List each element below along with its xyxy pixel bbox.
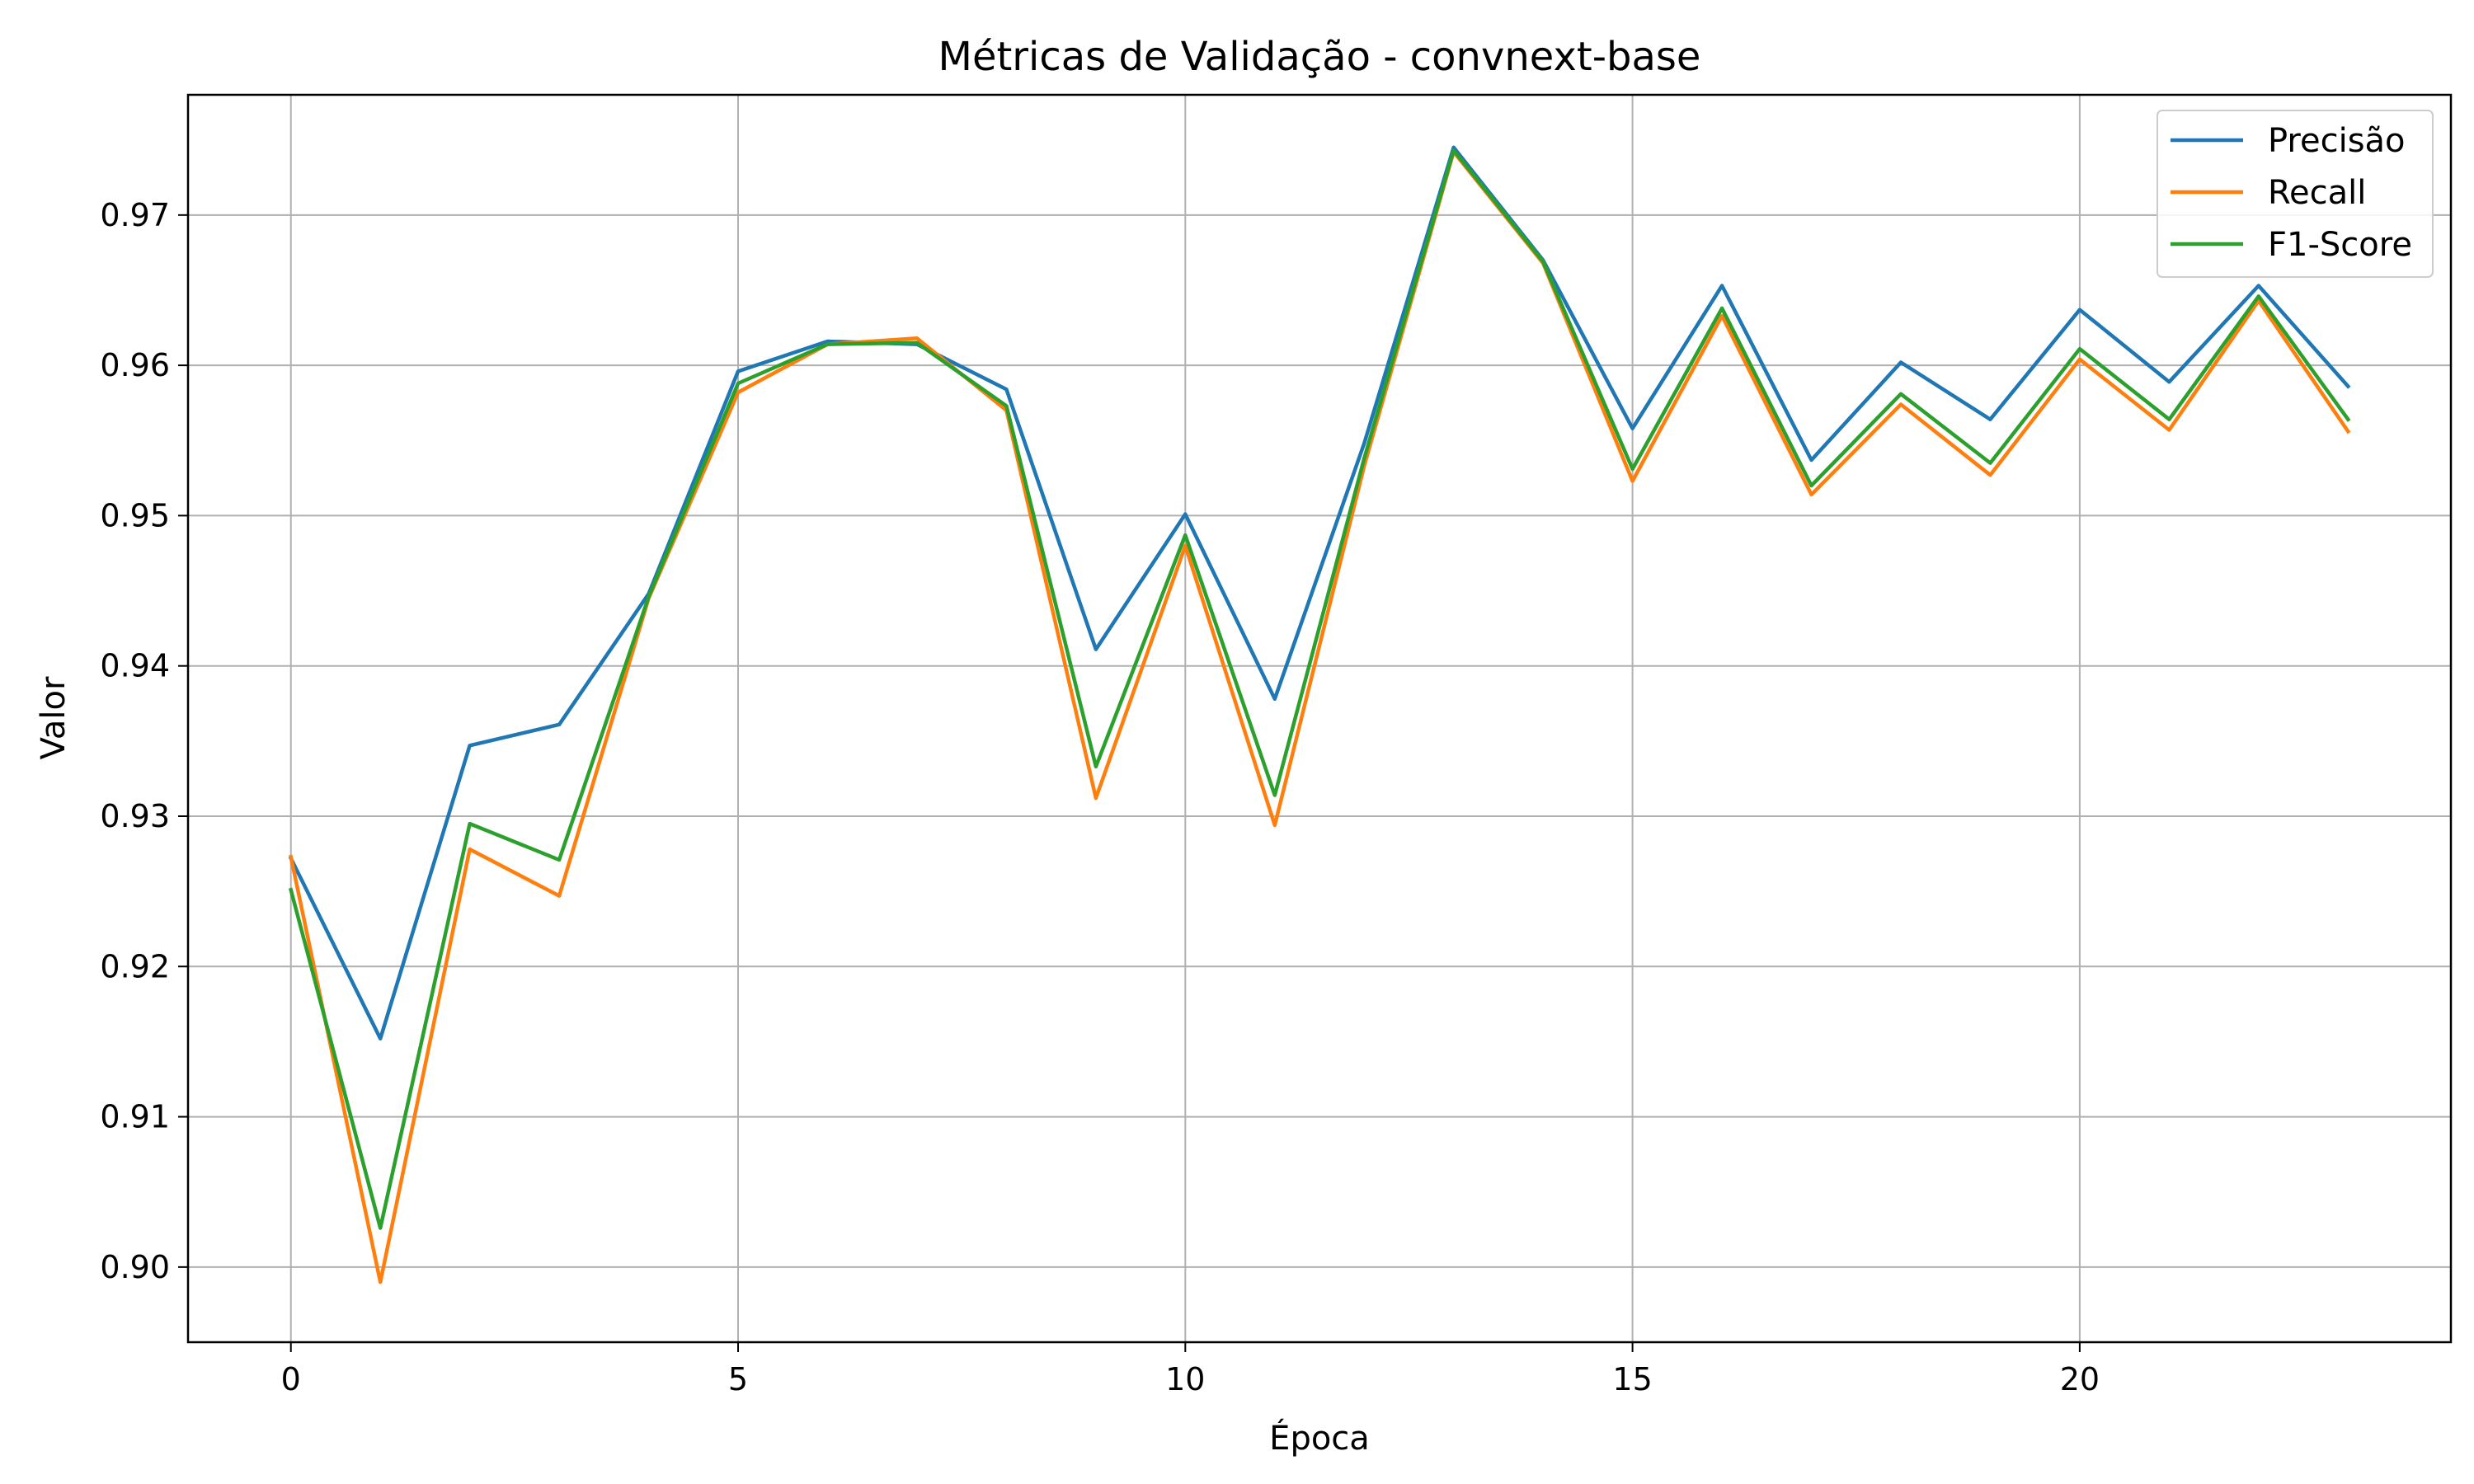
y-tick-label: 0.91 [100,1099,170,1135]
legend-entries: Precisão Recall F1-Score [2171,122,2412,264]
series-line-0 [288,145,2351,1041]
x-tick-label: 15 [1612,1361,1652,1397]
legend-label: Recall [2268,174,2366,212]
y-tick-label: 0.93 [100,798,170,834]
x-tick-label: 10 [1165,1361,1205,1397]
y-tick-label: 0.94 [100,648,170,684]
grid [188,95,2451,1342]
chart-title: Métricas de Validação - convnext-base [938,34,1701,80]
y-axis-ticks: 0.90 0.91 0.92 0.93 0.94 0.95 0.96 0.97 [100,197,188,1285]
legend-label: F1-Score [2268,226,2412,264]
series-line-2 [288,148,2351,1230]
series-lines [288,145,2351,1284]
y-tick-label: 0.92 [100,948,170,984]
x-axis-ticks: 0 5 10 15 20 [281,1342,2100,1397]
legend-box [2157,110,2434,278]
legend: Precisão Recall F1-Score [2157,110,2434,278]
y-tick-label: 0.96 [100,347,170,383]
x-tick-label: 5 [728,1361,748,1397]
legend-label: Precisão [2268,122,2406,160]
x-tick-label: 20 [2060,1361,2100,1397]
x-tick-label: 0 [281,1361,301,1397]
plot-area-frame [186,93,2453,1344]
x-axis-label: Época [1269,1418,1370,1458]
y-axis-label: Valor [35,676,73,759]
y-tick-label: 0.90 [100,1249,170,1285]
series-line-1 [289,150,2351,1284]
y-tick-label: 0.95 [100,497,170,533]
y-tick-label: 0.97 [100,197,170,233]
